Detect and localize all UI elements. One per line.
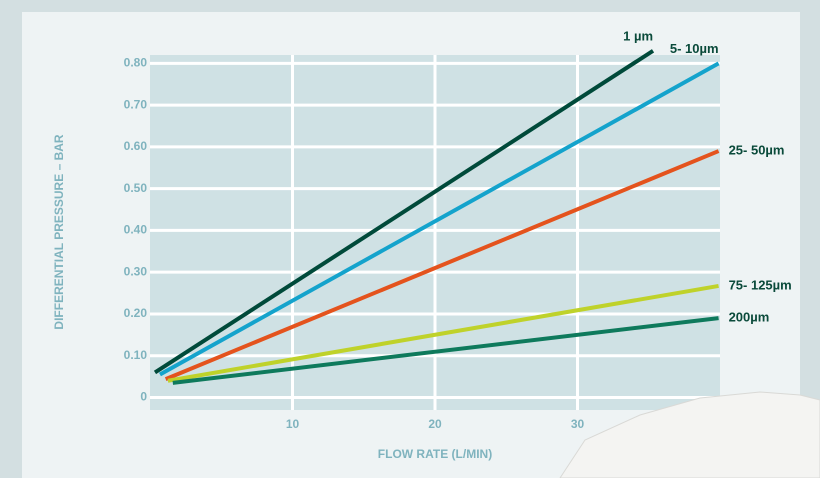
x-tick-label: 10	[286, 417, 300, 431]
y-axis-title: DIFFERENTIAL PRESSURE – BAR	[52, 134, 66, 329]
series-line	[164, 149, 720, 381]
x-tick-label: 20	[428, 417, 442, 431]
series-label: 5- 10µm	[670, 41, 719, 56]
x-tick-label: 30	[571, 417, 585, 431]
y-tick-label: 0.40	[124, 223, 148, 237]
series-line	[153, 49, 655, 375]
y-tick-label: 0.10	[124, 348, 148, 362]
y-tick-label: 0.30	[124, 264, 148, 278]
y-tick-label: 0.70	[124, 97, 148, 111]
series-label: 25- 50µm	[729, 142, 785, 157]
y-tick-label: 0.20	[124, 306, 148, 320]
x-axis-title: FLOW RATE (L/MIN)	[378, 447, 492, 461]
series-line	[172, 316, 719, 385]
y-tick-label: 0.60	[124, 139, 148, 153]
y-tick-label: 0.50	[124, 181, 148, 195]
series-label: 200µm	[729, 310, 770, 325]
series-line	[167, 283, 719, 383]
series-label: 1 µm	[623, 28, 653, 43]
y-tick-label: 0	[140, 390, 147, 404]
rock-decoration	[559, 391, 820, 478]
series-label: 75- 125µm	[729, 277, 792, 292]
series-line	[159, 61, 720, 377]
y-tick-label: 0.80	[124, 56, 148, 70]
